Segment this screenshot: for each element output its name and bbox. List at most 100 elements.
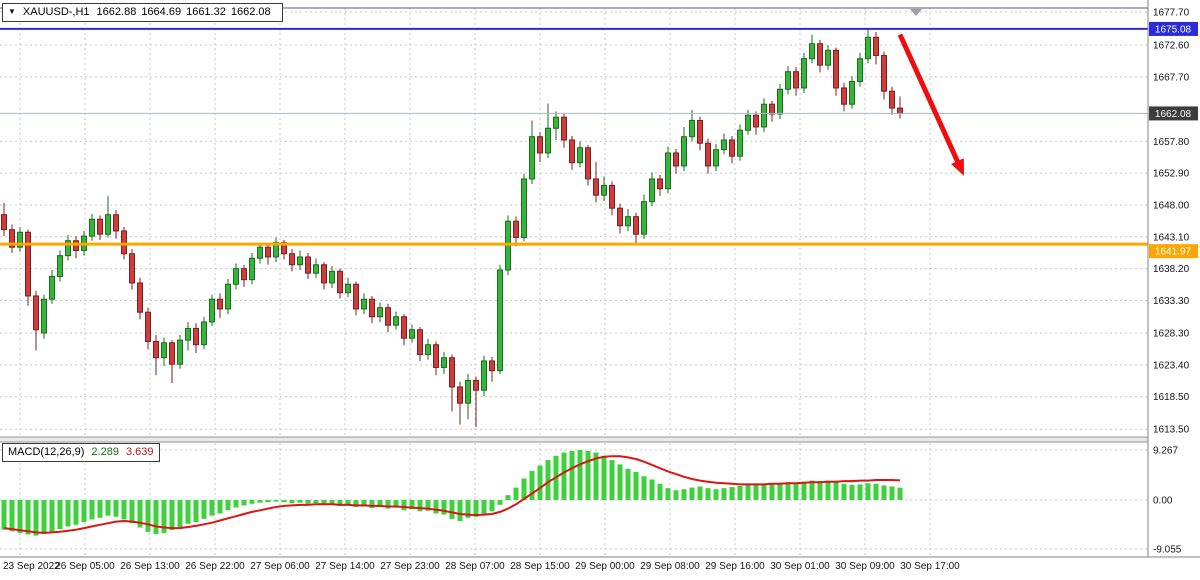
macd-histogram-bar — [401, 500, 407, 511]
macd-histogram-bar — [849, 484, 855, 500]
macd-histogram-bar — [841, 483, 847, 500]
macd-histogram-bar — [297, 500, 303, 503]
macd-histogram-bar — [593, 452, 599, 500]
macd-histogram-bar — [521, 478, 527, 500]
candle — [161, 342, 167, 359]
trend-arrow-head[interactable] — [951, 158, 964, 176]
macd-histogram-bar — [369, 500, 375, 509]
macd-histogram-bar — [753, 484, 759, 500]
open-value: 1662.88 — [96, 6, 137, 18]
macd-histogram-bar — [49, 500, 55, 532]
candle — [385, 307, 391, 326]
candle — [289, 253, 295, 266]
time-axis-label: 26 Sep 13:00 — [120, 561, 180, 572]
macd-histogram-bar — [809, 480, 815, 500]
price-axis-label: 1638.20 — [1153, 264, 1190, 275]
macd-axis-label: -9.055 — [1153, 544, 1182, 555]
macd-histogram-bar — [249, 500, 255, 504]
macd-histogram-bar — [721, 488, 727, 500]
candle — [113, 214, 119, 232]
macd-histogram-bar — [457, 500, 463, 522]
bid-price-badge-label: 1662.08 — [1155, 109, 1192, 120]
trend-arrow-shaft[interactable] — [897, 33, 963, 170]
macd-histogram-bar — [193, 500, 199, 523]
macd-histogram-bar — [817, 481, 823, 500]
candle — [153, 340, 159, 359]
symbol-dropdown-icon[interactable]: ▼ — [8, 7, 16, 16]
candle — [313, 264, 319, 274]
time-axis-label: 23 Sep 2022 — [3, 561, 60, 572]
macd-histogram-bar — [641, 476, 647, 500]
macd-name: MACD(12,26,9) — [8, 446, 85, 458]
candle — [753, 114, 759, 128]
candle — [857, 58, 863, 82]
macd-signal-line — [3, 455, 901, 534]
panel-splitter[interactable] — [0, 437, 1148, 442]
candle — [361, 298, 367, 310]
main-chart-plot[interactable] — [0, 8, 1148, 437]
price-axis-label: 1623.40 — [1153, 360, 1190, 371]
candle — [601, 184, 607, 196]
price-axis[interactable] — [1149, 0, 1200, 557]
candle — [417, 329, 423, 355]
candle — [865, 36, 871, 60]
macd-histogram-bar — [169, 500, 175, 531]
macd-histogram-bar — [217, 500, 223, 514]
macd-histogram-bar — [761, 483, 767, 500]
macd-histogram-bar — [137, 500, 143, 528]
time-axis-label: 30 Sep 17:00 — [900, 561, 960, 572]
candle — [209, 298, 215, 323]
macd-histogram-bar — [545, 460, 551, 500]
low-value: 1661.32 — [186, 6, 226, 18]
candle — [129, 253, 135, 284]
candle — [137, 282, 143, 313]
time-axis-label: 27 Sep 23:00 — [380, 561, 440, 572]
macd-histogram-bar — [433, 500, 439, 514]
candle — [393, 316, 399, 326]
candle — [649, 178, 655, 203]
candle — [89, 218, 95, 237]
candle — [689, 119, 695, 138]
macd-histogram-bar — [865, 483, 871, 500]
candle — [169, 342, 175, 365]
macd-histogram-bar — [65, 500, 71, 527]
macd-histogram-bar — [625, 468, 631, 500]
candle — [849, 80, 855, 105]
macd-axis-label: 0.00 — [1153, 496, 1173, 507]
time-axis[interactable] — [0, 557, 1200, 580]
macd-histogram-bar — [657, 483, 663, 500]
macd-histogram-bar — [537, 465, 543, 500]
candle — [633, 216, 639, 235]
macd-histogram-bar — [305, 500, 311, 504]
macd-histogram-bar — [225, 500, 231, 511]
candle — [513, 220, 519, 238]
macd-histogram-bar — [673, 490, 679, 500]
macd-histogram-bar — [345, 500, 351, 506]
candle — [145, 311, 151, 342]
candle — [41, 298, 47, 334]
candle — [329, 270, 335, 284]
macd-main-value: 2.289 — [91, 446, 119, 458]
macd-histogram-bar — [825, 480, 831, 500]
candle — [817, 43, 823, 66]
macd-histogram-bar — [785, 482, 791, 500]
candle — [585, 147, 591, 180]
macd-histogram-bar — [129, 500, 135, 524]
macd-histogram-bar — [161, 500, 167, 533]
macd-histogram-bar — [377, 500, 383, 508]
candle — [665, 152, 671, 190]
macd-histogram-bar — [505, 495, 511, 500]
candle — [225, 283, 231, 310]
macd-histogram-bar — [729, 487, 735, 500]
macd-histogram-bar — [361, 500, 367, 507]
candle — [25, 231, 31, 297]
macd-histogram-bar — [393, 500, 399, 508]
macd-histogram-bar — [897, 487, 903, 500]
candle — [561, 116, 567, 141]
time-axis-label: 27 Sep 14:00 — [315, 561, 375, 572]
macd-signal-value: 3.639 — [125, 446, 154, 458]
candle — [97, 218, 103, 235]
macd-indicator-label: MACD(12,26,9) 2.289 3.639 — [2, 443, 161, 462]
macd-histogram-bar — [609, 460, 615, 500]
